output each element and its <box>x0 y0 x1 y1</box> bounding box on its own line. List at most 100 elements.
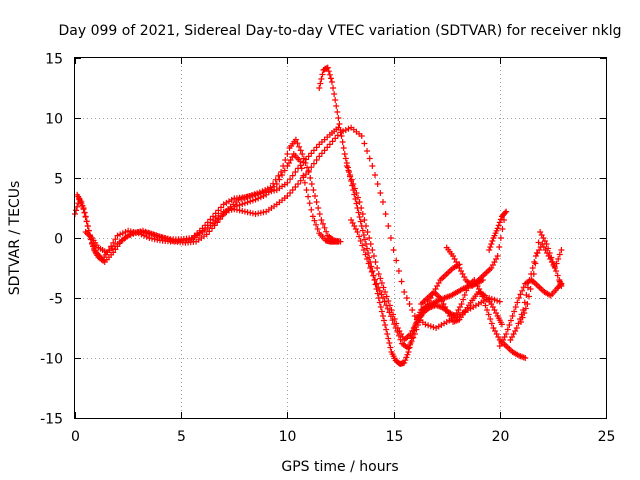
marker-sat-f-18-1 <box>460 296 467 303</box>
marker-sat-d-1-1 <box>202 225 209 232</box>
point-sat-a-8 <box>114 232 121 239</box>
marker-sat-g-7-2 <box>395 332 402 339</box>
point-sat-b-29 <box>318 217 325 223</box>
marker-sat-g-1-1 <box>356 233 363 240</box>
marker-sat-a-27-3 <box>308 206 315 213</box>
marker-sat-e-10-1 <box>359 227 366 234</box>
point-sat-c-22 <box>305 153 312 160</box>
marker-sat-m-0-1 <box>519 314 526 321</box>
marker-sat-c-13-2 <box>215 207 222 214</box>
marker-sat-b-21-3 <box>264 185 271 192</box>
point-sat-g-7 <box>392 325 399 331</box>
marker-sat-e-4-3 <box>336 121 343 127</box>
point-sat-j-0 <box>486 247 493 253</box>
marker-sat-m-4-3 <box>548 254 555 261</box>
marker-sat-m-5-1 <box>551 263 558 270</box>
marker-sat-m-1-2 <box>527 286 534 292</box>
marker-sat-a-20-3 <box>249 197 256 204</box>
marker-sat-e-0-2 <box>318 76 325 82</box>
marker-sat-g-6-2 <box>389 317 396 324</box>
marker-sat-d-19-1 <box>393 257 400 264</box>
point-sat-g-9 <box>405 345 412 352</box>
point-sat-f-6 <box>382 289 389 295</box>
marker-sat-f-5-1 <box>377 275 384 282</box>
marker-sat-i-8-1 <box>496 244 503 250</box>
x-axis-label: GPS time / hours <box>281 459 398 475</box>
point-sat-d-18 <box>379 199 386 205</box>
marker-sat-e-3-2 <box>331 91 338 97</box>
marker-sat-b-16-1 <box>206 228 213 235</box>
point-sat-b-22 <box>267 184 274 191</box>
y-tick-label-5: 10 <box>45 112 63 128</box>
point-sat-f-22 <box>484 307 491 313</box>
marker-sat-m-5-3 <box>554 272 561 279</box>
marker-sat-e-5-3 <box>340 145 347 151</box>
point-sat-d-22 <box>422 321 429 328</box>
marker-sat-d-18-1 <box>382 211 389 217</box>
point-sat-b-23 <box>278 169 285 175</box>
marker-sat-d-12-2 <box>321 147 328 154</box>
marker-sat-b-25-3 <box>297 147 304 154</box>
marker-sat-e-15-1 <box>381 317 388 324</box>
point-sat-e-3 <box>329 79 336 85</box>
marker-sat-c-7-2 <box>151 232 158 238</box>
marker-sat-c-22-1 <box>308 150 315 157</box>
marker-sat-a-28-1 <box>311 217 318 224</box>
marker-sat-e-16-3 <box>387 344 394 351</box>
point-sat-g-5 <box>379 295 386 301</box>
marker-sat-d-16-3 <box>366 155 373 162</box>
marker-sat-d-18-3 <box>387 235 394 241</box>
marker-sat-d-22-3 <box>430 324 437 331</box>
marker-sat-e-2-2 <box>326 71 333 78</box>
marker-sat-b-29-3 <box>323 228 330 235</box>
marker-sat-f-1-2 <box>353 190 360 196</box>
marker-sat-a-19-3 <box>239 201 246 208</box>
marker-sat-b-29-1 <box>319 220 326 227</box>
point-sat-g-10 <box>411 331 418 337</box>
point-sat-d-29 <box>496 298 503 305</box>
marker-sat-b-16-2 <box>208 225 215 232</box>
marker-sat-d-11-1 <box>308 164 315 171</box>
marker-sat-k-3-2 <box>519 287 526 294</box>
y-tick-label-0: -15 <box>40 412 63 428</box>
marker-sat-e-11-1 <box>364 245 371 252</box>
marker-sat-d-14-1 <box>340 128 347 135</box>
marker-sat-e-15-2 <box>382 322 389 328</box>
point-sat-d-16 <box>358 133 365 139</box>
point-sat-e-5 <box>337 127 344 133</box>
marker-sat-d-11-3 <box>313 157 320 163</box>
y-axis-label: SDTVAR / TECUs <box>7 181 23 296</box>
marker-sat-a-23-3 <box>281 167 288 174</box>
marker-sat-d-13-1 <box>329 138 336 145</box>
point-sat-e-15 <box>379 313 386 319</box>
marker-sat-m-4-2 <box>546 250 553 256</box>
marker-sat-a-27-1 <box>305 193 312 200</box>
marker-sat-g-10-3 <box>416 317 423 324</box>
marker-sat-d-9-1 <box>287 190 294 196</box>
marker-sat-d-28-2 <box>491 296 498 303</box>
marker-sat-d-20-1 <box>403 295 410 301</box>
point-sat-e-16 <box>384 331 391 337</box>
marker-sat-m-2-3 <box>535 239 542 246</box>
marker-sat-f-22-3 <box>488 320 495 327</box>
marker-sat-e-5-1 <box>338 133 345 139</box>
marker-sat-g-3-3 <box>372 276 379 283</box>
point-sat-g-2 <box>360 247 367 253</box>
marker-sat-g-5-1 <box>381 298 388 305</box>
point-sat-f-28 <box>522 355 529 361</box>
x-tick-label-1: 5 <box>177 429 186 445</box>
point-sat-e-20 <box>401 359 408 366</box>
marker-sat-j-2-3 <box>497 216 504 223</box>
point-sat-b-28 <box>312 193 319 199</box>
marker-sat-d-22-1 <box>425 322 432 329</box>
point-sat-b-2 <box>82 213 89 220</box>
marker-sat-d-18-2 <box>385 223 392 229</box>
point-sat-g-4 <box>373 280 380 287</box>
marker-sat-e-4-1 <box>334 109 341 115</box>
x-tick-label-2: 10 <box>279 429 297 445</box>
marker-sat-g-1-3 <box>359 242 366 249</box>
marker-sat-d-14-2 <box>342 127 349 133</box>
marker-sat-k-3-1 <box>517 291 524 298</box>
marker-sat-l-3-2 <box>529 265 536 271</box>
